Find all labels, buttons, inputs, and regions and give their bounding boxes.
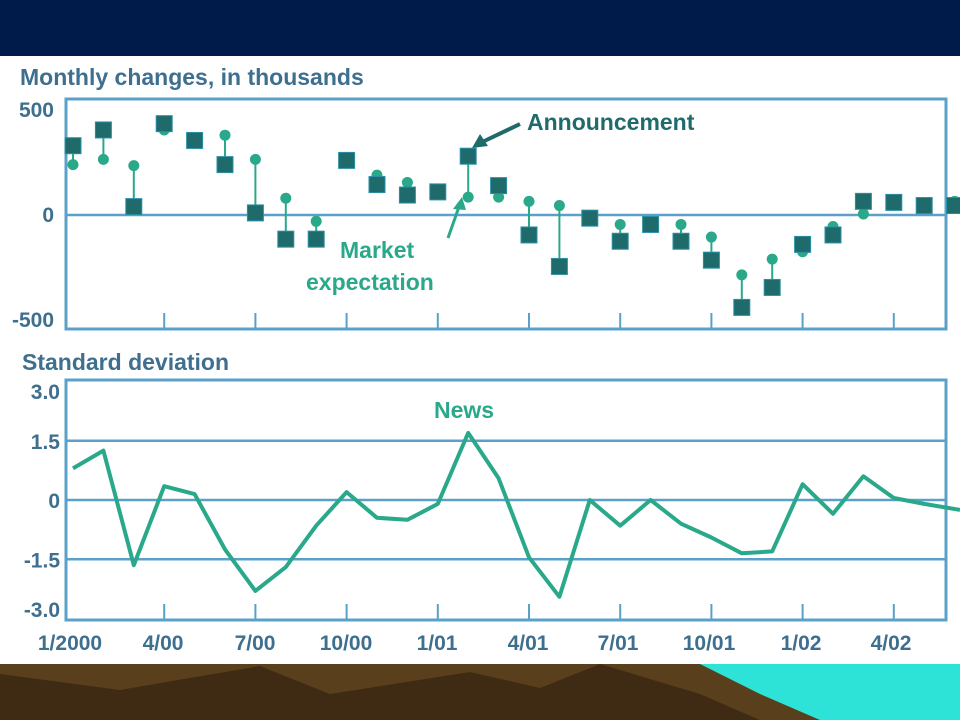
expectation-point-7	[280, 192, 292, 204]
announcement-point-28	[915, 197, 933, 215]
announcement-point-11	[398, 186, 416, 204]
top-ytick-label-2: -500	[12, 309, 54, 332]
bottom-ytick-label-3: -1.5	[24, 549, 61, 572]
expectation-point-11	[401, 176, 413, 188]
expectation-point-1	[97, 153, 109, 165]
announcement-point-14	[490, 177, 508, 195]
standard-deviation-panel: Standard deviation 3.0 1.5 0 -1.5 -3.0 1/200…	[22, 349, 960, 655]
announcement-point-22	[733, 298, 751, 316]
announcement-point-23	[763, 278, 781, 296]
xtick-label-3: 10/00	[320, 632, 373, 655]
expectation-point-22	[736, 269, 748, 281]
expectation-point-2	[128, 160, 140, 172]
announcement-point-29	[946, 197, 960, 215]
announcement-point-9	[338, 151, 356, 169]
expectation-point-14	[493, 191, 505, 203]
bottom-ytick-label-1: 1.5	[31, 431, 61, 454]
announcement-point-26	[854, 192, 872, 210]
expectation-point-16	[553, 200, 565, 212]
announcement-point-7	[277, 230, 295, 248]
announcement-point-25	[824, 226, 842, 244]
bottom-ytick-label-0: 3.0	[31, 381, 60, 404]
announcement-point-0	[64, 137, 82, 155]
xtick-label-1: 4/00	[143, 632, 184, 655]
announcement-point-10	[368, 176, 386, 194]
news-series-line	[71, 430, 960, 599]
announcement-point-1	[94, 121, 112, 139]
market-expectation-arrow	[446, 203, 462, 239]
announcement-point-16	[550, 257, 568, 275]
bottom-ytick-label-2: 0	[48, 490, 60, 513]
announcement-point-24	[794, 235, 812, 253]
top-ytick-label-1: 0	[42, 204, 54, 227]
xtick-label-5: 4/01	[508, 632, 549, 655]
xtick-label-7: 10/01	[683, 632, 736, 655]
expectation-point-23	[766, 253, 778, 265]
announcement-point-3	[155, 115, 173, 133]
bottom-ytick-label-4: -3.0	[24, 599, 60, 622]
announcement-point-6	[246, 204, 264, 222]
announcement-point-21	[702, 251, 720, 269]
announcement-point-27	[885, 193, 903, 211]
footer-decoration	[0, 664, 960, 720]
expectation-point-13	[462, 191, 474, 203]
chart-area: Monthly changes, in thousands 500 0 -500 A…	[12, 64, 960, 655]
expectation-point-20	[675, 218, 687, 230]
annotation-market-line2: expectation	[306, 269, 434, 295]
monthly-changes-panel: Monthly changes, in thousands 500 0 -500 A…	[12, 64, 960, 332]
xtick-label-6: 7/01	[598, 632, 639, 655]
announcement-point-20	[672, 232, 690, 250]
announcement-point-8	[307, 230, 325, 248]
xtick-label-2: 7/00	[235, 632, 276, 655]
annotation-announcement: Announcement	[527, 109, 695, 135]
announcement-point-15	[520, 226, 538, 244]
xtick-label-0: 1/2000	[38, 632, 102, 655]
annotation-market-line1: Market	[340, 237, 414, 263]
bottom-chart-title: Standard deviation	[22, 349, 229, 375]
announcement-arrowhead	[472, 134, 488, 148]
expectation-point-5	[219, 129, 231, 141]
market-expectation-arrowhead	[453, 197, 466, 210]
xtick-label-8: 1/02	[781, 632, 822, 655]
announcement-point-2	[125, 198, 143, 216]
header-bar	[0, 0, 960, 56]
announcement-point-13	[459, 147, 477, 165]
expectation-point-15	[523, 195, 535, 207]
xtick-label-4: 1/01	[417, 632, 458, 655]
expectation-point-8	[310, 215, 322, 227]
expectation-point-0	[67, 159, 79, 171]
announcement-point-4	[186, 131, 204, 149]
expectation-point-26	[857, 208, 869, 220]
announcement-point-17	[581, 209, 599, 227]
top-chart-title: Monthly changes, in thousands	[20, 64, 364, 90]
expectation-point-6	[249, 153, 261, 165]
announcement-point-18	[611, 232, 629, 250]
news-series-label: News	[434, 397, 494, 423]
announcement-point-12	[429, 183, 447, 201]
top-ytick-label-0: 500	[19, 99, 54, 122]
expectation-point-18	[614, 218, 626, 230]
announcement-point-19	[642, 215, 660, 233]
expectation-point-21	[705, 231, 717, 243]
announcement-point-5	[216, 156, 234, 174]
xtick-label-9: 4/02	[871, 632, 912, 655]
